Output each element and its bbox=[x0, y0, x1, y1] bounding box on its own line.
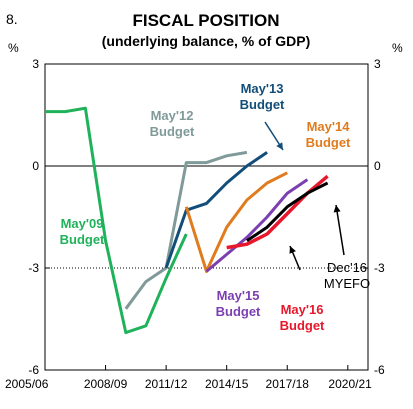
series-label-line: May'14 bbox=[307, 119, 351, 134]
series-label-dec16-myefo: Dec'16 MYEFO bbox=[324, 260, 370, 291]
series-label-may14-budget: May'14 Budget bbox=[306, 119, 351, 150]
series-line-may15-budget bbox=[205, 178, 309, 273]
series-line-dec16-myefo bbox=[246, 181, 329, 243]
series-line-may12-budget bbox=[124, 150, 248, 310]
annotation-dec16-arrow bbox=[335, 204, 345, 256]
series-line-may13-budget bbox=[164, 151, 268, 269]
series-line-may14-budget bbox=[184, 171, 288, 273]
series-label-line: May'09 bbox=[61, 216, 104, 231]
series-label-line: May'13 bbox=[241, 81, 284, 96]
annotation-may13-arrow-head bbox=[276, 142, 283, 150]
series-label-may15-budget: May'15 Budget bbox=[216, 288, 261, 319]
x-tick-label: 2005/06 bbox=[5, 377, 49, 391]
annotation-may16-arrow-head bbox=[289, 246, 296, 254]
series-label-line: Budget bbox=[150, 124, 195, 139]
chart-title: FISCAL POSITION bbox=[132, 11, 279, 30]
y-tick-label-left: 3 bbox=[32, 57, 39, 71]
y-tick-label-right: -3 bbox=[374, 261, 385, 275]
figure-number: 8. bbox=[6, 11, 18, 27]
series-line-may16-budget bbox=[226, 174, 329, 250]
x-tick-label: 2008/09 bbox=[84, 377, 128, 391]
x-tick-label: 2020/21 bbox=[328, 377, 372, 391]
y-tick-label-left: 0 bbox=[32, 159, 39, 173]
series-label-may09-budget: May'09 Budget bbox=[60, 216, 105, 247]
y-tick-label-left: -6 bbox=[28, 363, 39, 377]
series-label-line: Dec'16 bbox=[327, 260, 367, 275]
x-tick-label: 2017/18 bbox=[266, 377, 310, 391]
series-label-may12-budget: May'12 Budget bbox=[150, 108, 195, 139]
series-label-line: MYEFO bbox=[324, 276, 370, 291]
series-label-line: Budget bbox=[60, 232, 105, 247]
series-label-line: May'12 bbox=[151, 108, 194, 123]
y-tick-label-right: -6 bbox=[374, 363, 385, 377]
y-unit-left: % bbox=[8, 41, 19, 55]
y-unit-right: % bbox=[392, 41, 403, 55]
series-label-line: Budget bbox=[240, 97, 285, 112]
series-line-may09-budget bbox=[45, 106, 188, 335]
chart-subtitle: (underlying balance, % of GDP) bbox=[102, 33, 310, 49]
series-label-line: May'15 bbox=[217, 288, 260, 303]
series-label-may13-budget: May'13 Budget bbox=[240, 81, 285, 112]
series-label-line: Budget bbox=[280, 318, 325, 333]
series-label-line: Budget bbox=[216, 304, 261, 319]
x-tick-label: 2014/15 bbox=[205, 377, 249, 391]
annotation-dec16-arrow-head bbox=[333, 205, 341, 213]
series-label-may16-budget: May'16 Budget bbox=[280, 302, 325, 333]
plot-frame bbox=[44, 63, 369, 371]
series-label-line: Budget bbox=[306, 135, 351, 150]
x-tick-label: 2011/12 bbox=[145, 377, 188, 391]
series-lines bbox=[45, 106, 329, 335]
y-tick-label-right: 3 bbox=[374, 57, 381, 71]
y-tick-label-right: 0 bbox=[374, 159, 381, 173]
series-label-line: May'16 bbox=[281, 302, 324, 317]
y-tick-label-left: -3 bbox=[28, 261, 39, 275]
